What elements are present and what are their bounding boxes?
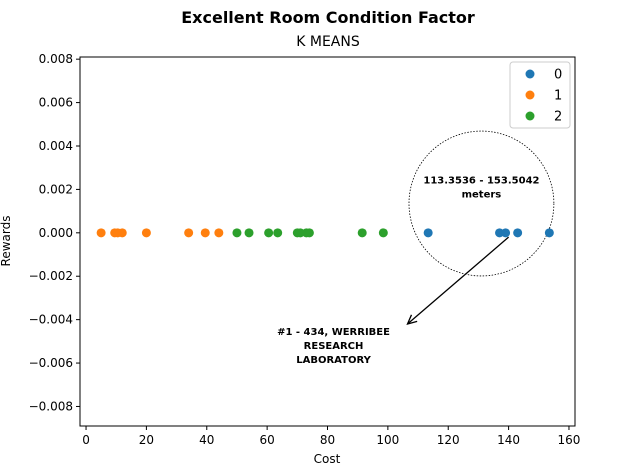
series-2-point — [244, 228, 254, 238]
y-tick-label: −0.006 — [29, 356, 73, 370]
legend: 0 1 2 — [509, 61, 571, 129]
x-tick-label: 120 — [437, 433, 460, 447]
chart-subtitle: K MEANS — [296, 34, 360, 50]
y-axis-label: Rewards — [0, 216, 13, 267]
x-axis-label: Cost — [314, 452, 341, 466]
x-tick-label: 20 — [139, 433, 154, 447]
series-2-point — [304, 228, 314, 238]
y-tick-label: −0.008 — [29, 399, 73, 413]
arrow-label: LABORATORY — [296, 355, 371, 366]
series-2-point — [232, 228, 242, 238]
legend-marker — [525, 90, 535, 100]
y-tick-label: 0.000 — [39, 226, 73, 240]
y-tick-label: −0.002 — [29, 269, 73, 283]
series-1-point — [117, 228, 127, 238]
y-tick-label: −0.004 — [29, 313, 73, 327]
series-1-point — [96, 228, 106, 238]
x-tick-label: 100 — [376, 433, 399, 447]
legend-marker — [525, 111, 535, 121]
plot-area — [79, 56, 576, 427]
x-tick-label: 160 — [558, 433, 581, 447]
y-axis: −0.008 −0.006 −0.004 −0.002 0.000 0.002 0.004 0… — [29, 52, 80, 413]
x-axis: 0 20 40 60 80 100 120 140 160 — [82, 426, 580, 447]
series-0-point — [423, 228, 433, 238]
chart-title: Excellent Room Condition Factor — [181, 8, 475, 27]
series-1-point — [141, 228, 151, 238]
legend-box — [509, 61, 571, 129]
series-1-point — [214, 228, 224, 238]
series-0-point — [544, 228, 554, 238]
arrow-head-icon — [406, 314, 418, 325]
arrow-label: RESEARCH — [304, 341, 364, 352]
legend-label: 0 — [554, 68, 562, 83]
series-1-point — [184, 228, 194, 238]
legend-marker — [525, 69, 535, 79]
x-tick-label: 80 — [320, 433, 335, 447]
series-0-point — [501, 228, 511, 238]
arrow-label: #1 - 434, WERRIBEE — [277, 327, 390, 338]
legend-label: 2 — [554, 110, 562, 125]
y-tick-label: 0.002 — [39, 182, 73, 196]
series-2-point — [264, 228, 274, 238]
annotations: 113.3536 - 153.5042 meters #1 - 434, WERRI… — [277, 130, 555, 366]
x-tick-label: 0 — [82, 433, 90, 447]
series-2-point — [273, 228, 283, 238]
x-tick-label: 40 — [199, 433, 214, 447]
series-1-point — [200, 228, 210, 238]
x-tick-label: 140 — [497, 433, 520, 447]
annotation-arrow — [407, 236, 510, 325]
series-2-point — [357, 228, 367, 238]
annotation-circle — [408, 130, 555, 277]
circle-label: meters — [462, 190, 502, 201]
y-tick-label: 0.004 — [39, 139, 73, 153]
series-0-point — [513, 228, 523, 238]
data-points — [96, 228, 554, 238]
y-tick-label: 0.008 — [39, 52, 73, 66]
circle-label: 113.3536 - 153.5042 — [423, 176, 539, 187]
series-2-point — [378, 228, 388, 238]
y-tick-label: 0.006 — [39, 96, 73, 110]
legend-label: 1 — [554, 89, 562, 104]
x-tick-label: 60 — [259, 433, 274, 447]
